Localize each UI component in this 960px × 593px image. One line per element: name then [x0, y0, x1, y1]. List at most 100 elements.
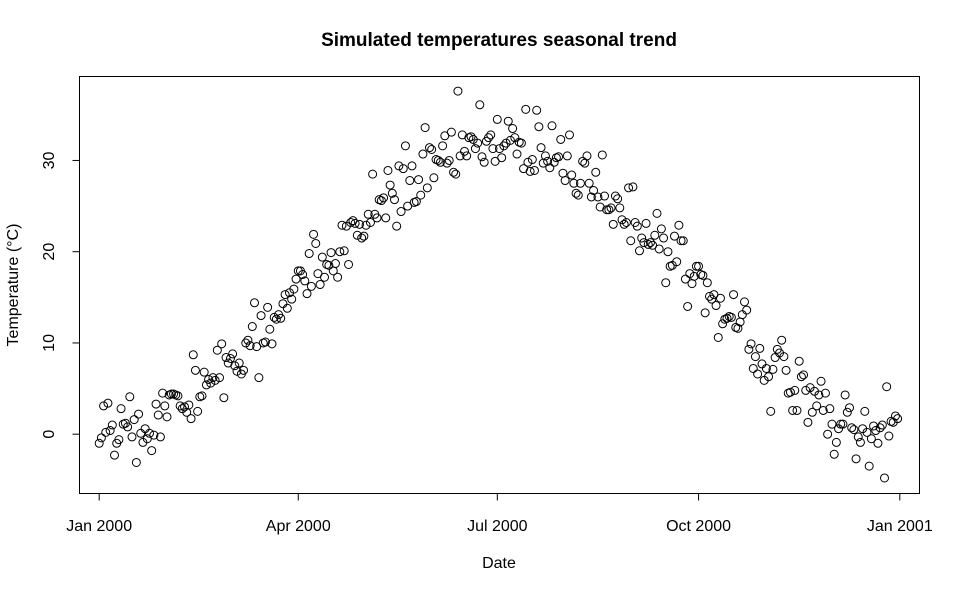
data-point: [722, 313, 732, 323]
data-point: [466, 132, 476, 142]
data-point: [289, 284, 299, 294]
x-tick-label: Apr 2000: [266, 518, 331, 535]
data-point: [540, 151, 550, 161]
data-point: [718, 319, 728, 329]
x-axis: Jan 2000 Apr 2000 Jul 2000 Oct 2000 Jan 2001: [66, 493, 933, 535]
data-point: [589, 186, 599, 196]
data-point: [803, 417, 813, 427]
data-point: [158, 388, 168, 398]
data-point: [643, 239, 653, 249]
data-point: [206, 378, 216, 388]
data-point: [545, 163, 555, 173]
data-point: [558, 168, 568, 178]
data-point: [777, 335, 787, 345]
data-point: [339, 246, 349, 256]
data-point: [269, 312, 279, 322]
data-point: [267, 339, 277, 349]
data-point: [333, 272, 343, 282]
data-point: [565, 130, 574, 140]
data-point: [788, 405, 798, 415]
data-point: [661, 278, 671, 288]
data-point: [687, 279, 697, 289]
data-point: [584, 178, 594, 188]
data-point: [842, 407, 852, 417]
data-point: [99, 401, 109, 411]
data-point: [880, 473, 889, 483]
data-point: [729, 290, 739, 300]
data-point: [702, 278, 712, 288]
data-point: [475, 100, 485, 110]
data-point: [628, 182, 638, 192]
y-tick-label: 0: [41, 430, 58, 439]
data-point: [155, 432, 165, 442]
data-point: [654, 244, 664, 254]
data-point: [746, 339, 756, 349]
data-point: [814, 390, 824, 400]
data-point: [785, 387, 795, 397]
data-point: [770, 353, 780, 363]
data-point: [499, 141, 509, 151]
data-point: [740, 297, 749, 307]
data-point: [201, 380, 211, 390]
data-point: [575, 178, 585, 188]
data-point: [309, 229, 319, 239]
data-point: [845, 403, 854, 413]
data-point: [610, 191, 620, 201]
data-point: [247, 322, 257, 332]
data-point: [265, 324, 275, 334]
data-point: [711, 301, 721, 311]
data-point: [199, 367, 209, 377]
data-point: [390, 195, 399, 205]
data-point: [414, 175, 424, 185]
data-point: [477, 152, 487, 162]
data-point: [794, 356, 804, 366]
data-point: [140, 424, 150, 434]
data-point: [766, 406, 776, 416]
data-point: [131, 457, 141, 467]
data-point: [626, 236, 636, 246]
data-point: [700, 308, 710, 318]
data-point: [637, 233, 647, 243]
data-point: [298, 270, 308, 280]
data-point: [438, 141, 448, 151]
data-point: [234, 358, 244, 368]
data-point: [495, 144, 504, 154]
data-point: [446, 127, 456, 137]
data-point: [578, 156, 588, 166]
data-point: [525, 166, 535, 176]
data-point: [893, 414, 903, 424]
data-point: [287, 294, 297, 304]
data-point: [674, 220, 684, 230]
data-point: [866, 434, 876, 444]
data-point: [849, 425, 859, 435]
data-point: [796, 372, 806, 382]
data-point: [241, 338, 251, 348]
data-point: [801, 385, 811, 395]
data-point: [470, 144, 480, 154]
data-point: [368, 169, 378, 179]
data-point: [225, 353, 235, 363]
data-point: [755, 343, 765, 353]
data-point: [330, 259, 340, 269]
x-axis-label: Date: [482, 555, 516, 572]
data-point: [435, 157, 445, 167]
data-point: [600, 191, 609, 201]
data-point: [521, 104, 531, 114]
data-point: [398, 164, 408, 174]
data-point: [188, 350, 198, 360]
data-point: [433, 155, 443, 165]
data-point: [873, 438, 883, 448]
data-point: [453, 86, 463, 96]
data-point: [497, 153, 507, 163]
data-point: [123, 422, 133, 432]
data-point: [396, 207, 406, 217]
data-point: [300, 276, 310, 286]
data-point: [107, 420, 117, 430]
data-point: [175, 401, 185, 411]
data-point: [315, 280, 325, 290]
data-point: [562, 151, 572, 161]
data-point: [757, 359, 767, 369]
data-point: [580, 158, 590, 168]
data-point: [346, 218, 356, 227]
